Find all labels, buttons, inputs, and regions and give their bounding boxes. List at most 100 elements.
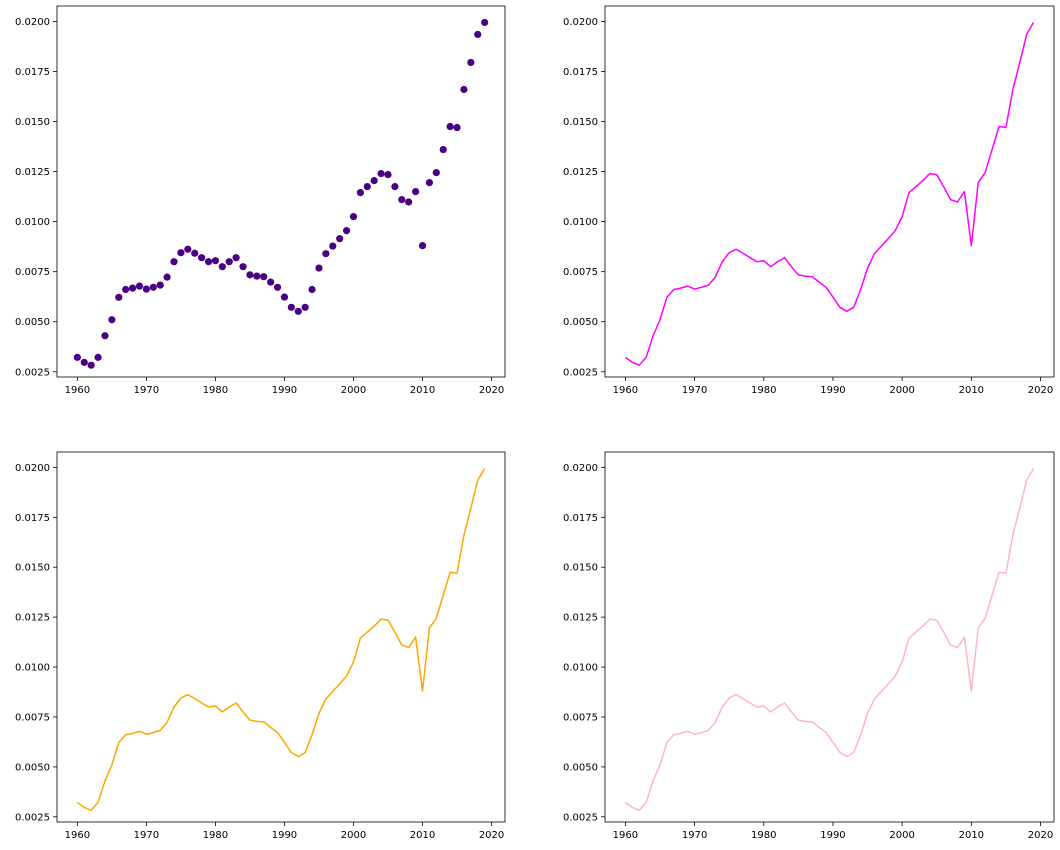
x-tick-label: 1960 (65, 385, 90, 396)
y-tick-label: 0.0075 (563, 712, 598, 723)
data-point (474, 30, 482, 39)
data-point (315, 264, 323, 272)
data-point (412, 188, 420, 196)
data-point (467, 58, 475, 67)
x-tick-label: 1980 (751, 385, 776, 396)
x-tick-label: 2020 (1028, 830, 1053, 841)
y-tick-label: 0.0075 (15, 712, 50, 723)
data-point (391, 182, 399, 191)
data-point (349, 213, 358, 221)
data-point (336, 235, 344, 243)
data-point (280, 293, 289, 301)
y-tick-label: 0.0100 (15, 217, 50, 228)
x-tick-label: 1960 (613, 385, 638, 396)
x-tick-label: 1990 (820, 830, 845, 841)
x-tick-label: 2000 (341, 830, 366, 841)
data-point (356, 189, 364, 197)
y-tick-label: 0.0075 (15, 267, 50, 278)
x-tick-label: 1980 (203, 830, 228, 841)
x-tick-label: 2020 (479, 385, 504, 396)
x-tick-label: 1960 (613, 830, 638, 841)
data-point (80, 358, 88, 366)
x-tick-label: 1990 (272, 385, 297, 396)
data-point (198, 254, 206, 262)
data-point (94, 353, 102, 361)
y-tick-label: 0.0150 (563, 563, 598, 574)
y-tick-label: 0.0125 (563, 167, 598, 178)
x-tick-label: 1970 (134, 830, 159, 841)
data-point (260, 273, 268, 281)
data-point (425, 178, 434, 187)
data-point (211, 257, 220, 265)
x-tick-label: 2010 (959, 830, 984, 841)
y-tick-label: 0.0200 (15, 17, 50, 28)
x-tick-label: 1970 (682, 385, 707, 396)
series-line (624, 22, 1035, 366)
data-point (363, 182, 371, 191)
x-tick-label: 1980 (751, 830, 776, 841)
x-tick-label: 2020 (479, 830, 504, 841)
x-tick-label: 2000 (889, 830, 914, 841)
axes-frame (604, 451, 1055, 823)
x-tick-label: 2010 (959, 385, 984, 396)
data-point (322, 250, 330, 258)
y-tick-label: 0.0050 (563, 762, 598, 773)
x-tick-label: 1990 (820, 385, 845, 396)
subplot-top-left: 1960 1970 1980 1990 2000 2010 2020 0.0025 0.0050… (15, 5, 506, 396)
data-point (308, 285, 316, 294)
data-point (204, 258, 213, 266)
y-tick-label: 0.0200 (563, 463, 598, 474)
data-point (163, 273, 171, 281)
data-point (329, 242, 337, 250)
data-point (101, 332, 109, 340)
y-tick-label: 0.0150 (15, 563, 50, 574)
data-point (460, 85, 468, 94)
x-tick-label: 1970 (134, 385, 159, 396)
axes-frame (604, 5, 1055, 378)
y-tick-label: 0.0100 (563, 663, 598, 674)
data-point (156, 281, 164, 289)
data-point (439, 145, 447, 154)
data-point (453, 123, 461, 132)
data-point (273, 283, 282, 291)
data-point (122, 285, 130, 294)
data-point (232, 254, 240, 262)
x-tick-label: 2010 (410, 830, 435, 841)
data-point (377, 169, 385, 178)
data-point (405, 198, 413, 206)
data-point (294, 307, 302, 315)
series-line (624, 467, 1035, 811)
y-tick-label: 0.0100 (563, 217, 598, 228)
x-tick-label: 2000 (889, 385, 914, 396)
data-point (108, 316, 116, 324)
y-tick-label: 0.0200 (563, 17, 598, 28)
x-tick-label: 2010 (410, 385, 435, 396)
data-point (384, 170, 392, 179)
subplot-bottom-right: 1960 1970 1980 1990 2000 2010 2020 0.0025 0.0050… (563, 451, 1055, 841)
x-tick-label: 1980 (203, 385, 228, 396)
y-tick-label: 0.0125 (15, 167, 50, 178)
x-tick-label: 2020 (1028, 385, 1053, 396)
data-point (170, 258, 178, 266)
data-point (342, 227, 351, 235)
y-tick-label: 0.0025 (15, 367, 50, 378)
y-tick-label: 0.0025 (563, 367, 598, 378)
data-point (142, 285, 150, 293)
x-tick-label: 1990 (272, 830, 297, 841)
data-point (432, 168, 440, 177)
y-tick-label: 0.0150 (15, 117, 50, 128)
series-line (76, 467, 486, 811)
y-tick-label: 0.0050 (15, 762, 50, 773)
axes-frame (56, 451, 506, 823)
data-point (418, 242, 427, 250)
axes-frame (56, 5, 506, 378)
data-point (73, 353, 81, 361)
data-point (246, 271, 254, 279)
subplot-bottom-left: 1960 1970 1980 1990 2000 2010 2020 0.0025 0.0050… (15, 451, 506, 841)
y-tick-label: 0.0025 (15, 812, 50, 823)
data-point (481, 18, 489, 27)
data-point (191, 249, 199, 257)
data-point (218, 263, 226, 271)
data-point (177, 249, 185, 257)
